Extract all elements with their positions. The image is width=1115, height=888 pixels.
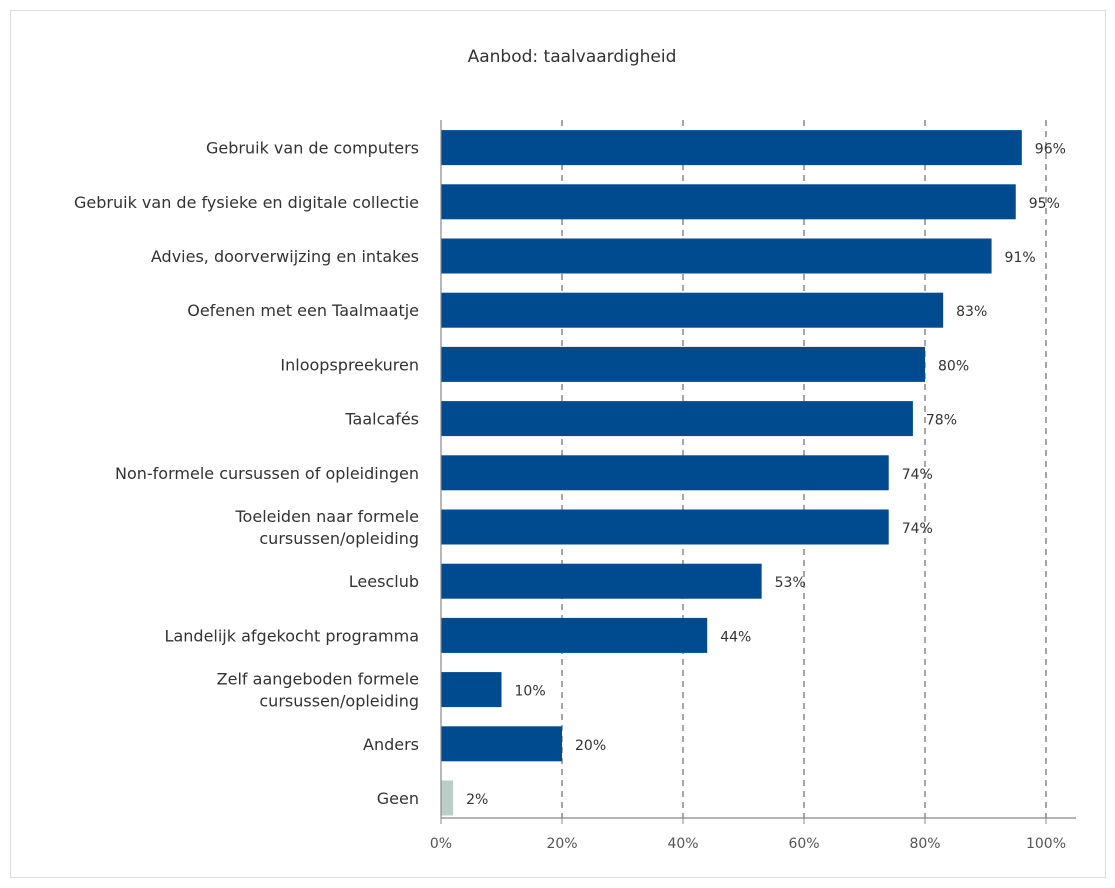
category-label: Zelf aangeboden formele <box>217 670 419 689</box>
value-label: 2% <box>466 792 488 808</box>
category-label: Advies, doorverwijzing en intakes <box>151 247 419 266</box>
value-label: 20% <box>575 738 606 754</box>
x-tick-label: 60% <box>788 836 819 852</box>
bar <box>441 130 1022 166</box>
bar <box>441 509 889 545</box>
value-label: 96% <box>1035 142 1066 158</box>
value-label: 91% <box>1005 250 1036 266</box>
category-label: Inloopspreekuren <box>280 355 419 374</box>
bar <box>441 292 944 328</box>
value-label: 74% <box>902 467 933 483</box>
category-label: cursussen/opleiding <box>259 529 419 548</box>
x-tick-label: 80% <box>909 836 940 852</box>
category-label: Toeleiden naar formele <box>235 507 420 526</box>
x-tick-label: 100% <box>1026 836 1066 852</box>
x-tick-label: 40% <box>667 836 698 852</box>
bar <box>441 238 992 274</box>
bar <box>441 617 708 653</box>
x-tick-label: 0% <box>430 836 452 852</box>
bar <box>441 455 889 491</box>
category-label: Geen <box>377 789 419 808</box>
category-label: Taalcafés <box>344 410 419 429</box>
bars-layer: 96% Gebruik van de computers 95% Gebruik va… <box>74 130 1066 816</box>
category-label: Leesclub <box>349 572 419 591</box>
bar <box>441 780 454 816</box>
value-label: 10% <box>515 684 546 700</box>
category-label: Non-formele cursussen of opleidingen <box>115 464 419 483</box>
value-label: 78% <box>926 413 957 429</box>
category-label: Gebruik van de computers <box>206 139 419 158</box>
category-label: Gebruik van de fysieke en digitale colle… <box>74 193 419 212</box>
chart-title: Aanbod: taalvaardigheid <box>468 47 677 67</box>
bar <box>441 672 502 708</box>
x-tick-label: 20% <box>546 836 577 852</box>
category-label: Oefenen met een Taalmaatje <box>187 301 419 320</box>
value-label: 80% <box>938 358 969 374</box>
bar <box>441 563 762 599</box>
value-label: 83% <box>956 304 987 320</box>
category-label: cursussen/opleiding <box>259 692 419 711</box>
category-label: Landelijk afgekocht programma <box>165 626 419 645</box>
axis-layer: 0% 20% 40% 60% 80% 100% <box>430 120 1076 852</box>
bar <box>441 184 1016 220</box>
bar <box>441 401 913 437</box>
category-label: Anders <box>363 735 419 754</box>
value-label: 53% <box>775 575 806 591</box>
value-label: 74% <box>902 521 933 537</box>
bar <box>441 346 925 382</box>
bar <box>441 726 562 762</box>
value-label: 95% <box>1029 196 1060 212</box>
value-label: 44% <box>720 629 751 645</box>
chart-frame <box>10 10 1106 878</box>
